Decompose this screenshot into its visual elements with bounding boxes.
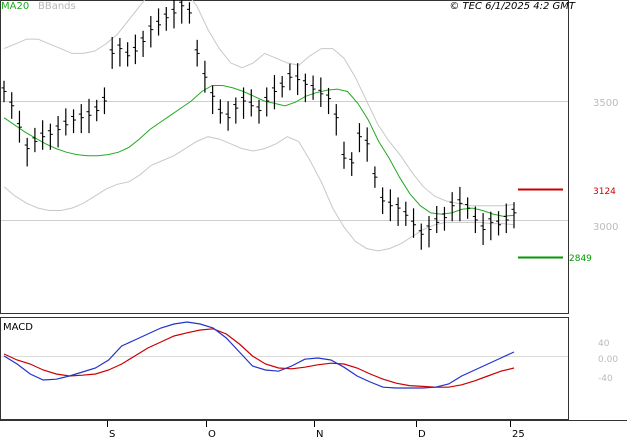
- ohlc-bar: [117, 37, 123, 67]
- ohlc-bar: [217, 99, 223, 124]
- ohlc-bar: [132, 34, 138, 65]
- ohlc-bar: [372, 166, 378, 188]
- ohlc-bar: [94, 99, 100, 122]
- ohlc-bar: [156, 8, 162, 36]
- ohlc-bar: [333, 104, 339, 136]
- ohlc-bar: [380, 187, 386, 215]
- ohlc-bar: [349, 152, 355, 176]
- ohlc-bar: [16, 110, 22, 143]
- ohlc-bar: [341, 141, 347, 169]
- macd-y-tick-40: 40: [598, 339, 610, 349]
- ohlc-bar: [387, 189, 393, 222]
- bbands-upper-line: [3, 0, 515, 207]
- ohlc-bar: [55, 115, 61, 148]
- ohlc-bar: [318, 77, 324, 107]
- ohlc-bar: [271, 75, 277, 110]
- ohlc-bar: [109, 36, 115, 69]
- ohlc-bar: [32, 127, 38, 153]
- macd-y-tick-0: 0.00: [598, 355, 618, 365]
- x-axis: S O N D 25: [107, 421, 525, 440]
- ohlc-bar: [186, 2, 192, 24]
- ohlc-bar: [426, 215, 432, 248]
- ohlc-bar: [403, 201, 409, 226]
- ohlc-bar: [295, 63, 301, 96]
- ohlc-bar: [457, 186, 463, 222]
- ohlc-bar: [86, 98, 92, 134]
- ohlc-bar: [411, 208, 417, 238]
- ohlc-bar: [449, 192, 455, 222]
- ohlc-bar: [179, 0, 185, 24]
- copyright-text: © TEC 6/1/2025 4:2 GMT: [449, 1, 576, 12]
- bbands-lower-line: [3, 136, 515, 252]
- ohlc-bar: [71, 109, 77, 134]
- ohlc-bar: [202, 60, 208, 93]
- ohlc-bar: [356, 123, 362, 153]
- ohlc-bar: [503, 203, 509, 234]
- ohlc-bar: [496, 211, 502, 236]
- ohlc-bar: [279, 76, 285, 98]
- ohlc-bar: [364, 127, 370, 162]
- macd-signal-line: [3, 328, 515, 388]
- x-tick-n: N: [316, 429, 323, 440]
- macd-y-tick-minus40: -40: [598, 374, 613, 384]
- ohlc-bar: [24, 137, 30, 167]
- ohlc-bar: [171, 0, 177, 29]
- macd-panel-title: MACD: [3, 322, 33, 333]
- ohlc-bar: [9, 92, 15, 119]
- ohlc-bar: [148, 16, 154, 48]
- ohlc-bar: [264, 87, 270, 117]
- price-panel: [0, 0, 569, 314]
- macd-main-line: [3, 321, 515, 389]
- ma20-line: [3, 85, 515, 217]
- ohlc-bar: [163, 6, 169, 31]
- legend-bbands: BBands: [38, 1, 76, 12]
- ohlc-bar: [78, 104, 84, 134]
- x-tick-d: D: [418, 429, 426, 440]
- macd-panel-frame: [0, 317, 569, 420]
- price-bars-layer: [1, 0, 517, 250]
- ohlc-bar: [256, 99, 262, 124]
- ohlc-bar: [511, 202, 517, 229]
- ma20-layer: [3, 85, 515, 217]
- x-tick-25: 25: [512, 429, 525, 440]
- ohlc-bar: [395, 197, 401, 226]
- ohlc-bar: [210, 85, 216, 115]
- support-level-label: 2849: [569, 254, 592, 264]
- resistance-level-label: 3124: [593, 187, 616, 197]
- x-tick-o: O: [208, 429, 216, 440]
- ohlc-bar: [326, 87, 332, 115]
- ohlc-bar: [434, 205, 440, 234]
- ohlc-bar: [101, 87, 107, 115]
- ohlc-bar: [241, 87, 247, 119]
- ohlc-bar: [1, 80, 7, 103]
- y-tick-3500: 3500: [593, 98, 618, 109]
- ohlc-bar: [125, 42, 131, 67]
- ohlc-bar: [441, 206, 447, 231]
- ohlc-bar: [233, 97, 239, 124]
- ohlc-bar: [488, 211, 494, 241]
- ohlc-bar: [480, 213, 486, 245]
- ohlc-bar: [47, 123, 53, 150]
- ohlc-bar: [418, 223, 424, 250]
- price-panel-frame: [0, 0, 569, 314]
- ohlc-bar: [310, 75, 316, 100]
- ohlc-bar: [287, 63, 293, 91]
- ohlc-bar: [140, 30, 146, 57]
- legend-ma20: MA20: [1, 1, 29, 12]
- ohlc-bar: [302, 73, 308, 103]
- ohlc-bar: [63, 108, 69, 136]
- ohlc-bar: [248, 89, 254, 117]
- ohlc-bar: [225, 101, 231, 131]
- macd-panel: [0, 317, 569, 420]
- ohlc-bar: [465, 197, 471, 219]
- x-tick-s: S: [109, 429, 115, 440]
- macd-lines-layer: [3, 321, 515, 389]
- y-tick-3000: 3000: [593, 222, 618, 233]
- ohlc-bar: [194, 39, 200, 67]
- ohlc-bar: [472, 206, 478, 234]
- ohlc-bar: [40, 120, 46, 150]
